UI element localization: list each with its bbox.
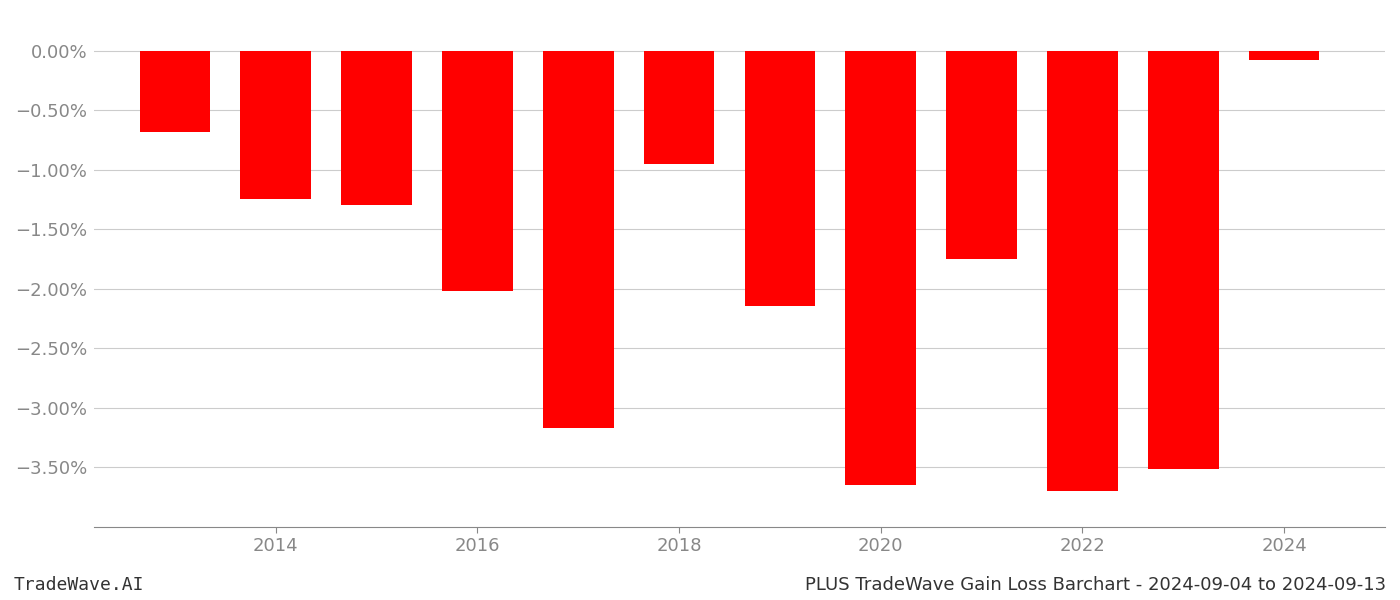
Bar (846, 50, 916, 485)
Bar (644, 50, 714, 164)
Text: TradeWave.AI: TradeWave.AI (14, 576, 144, 594)
Bar (1047, 50, 1117, 491)
Bar (543, 50, 613, 428)
Bar (140, 50, 210, 131)
Bar (442, 50, 512, 291)
Bar (946, 50, 1016, 259)
Bar (241, 50, 311, 199)
Bar (1148, 50, 1218, 469)
Bar (1249, 50, 1319, 60)
Bar (745, 50, 815, 307)
Text: PLUS TradeWave Gain Loss Barchart - 2024-09-04 to 2024-09-13: PLUS TradeWave Gain Loss Barchart - 2024… (805, 576, 1386, 594)
Bar (342, 50, 412, 205)
